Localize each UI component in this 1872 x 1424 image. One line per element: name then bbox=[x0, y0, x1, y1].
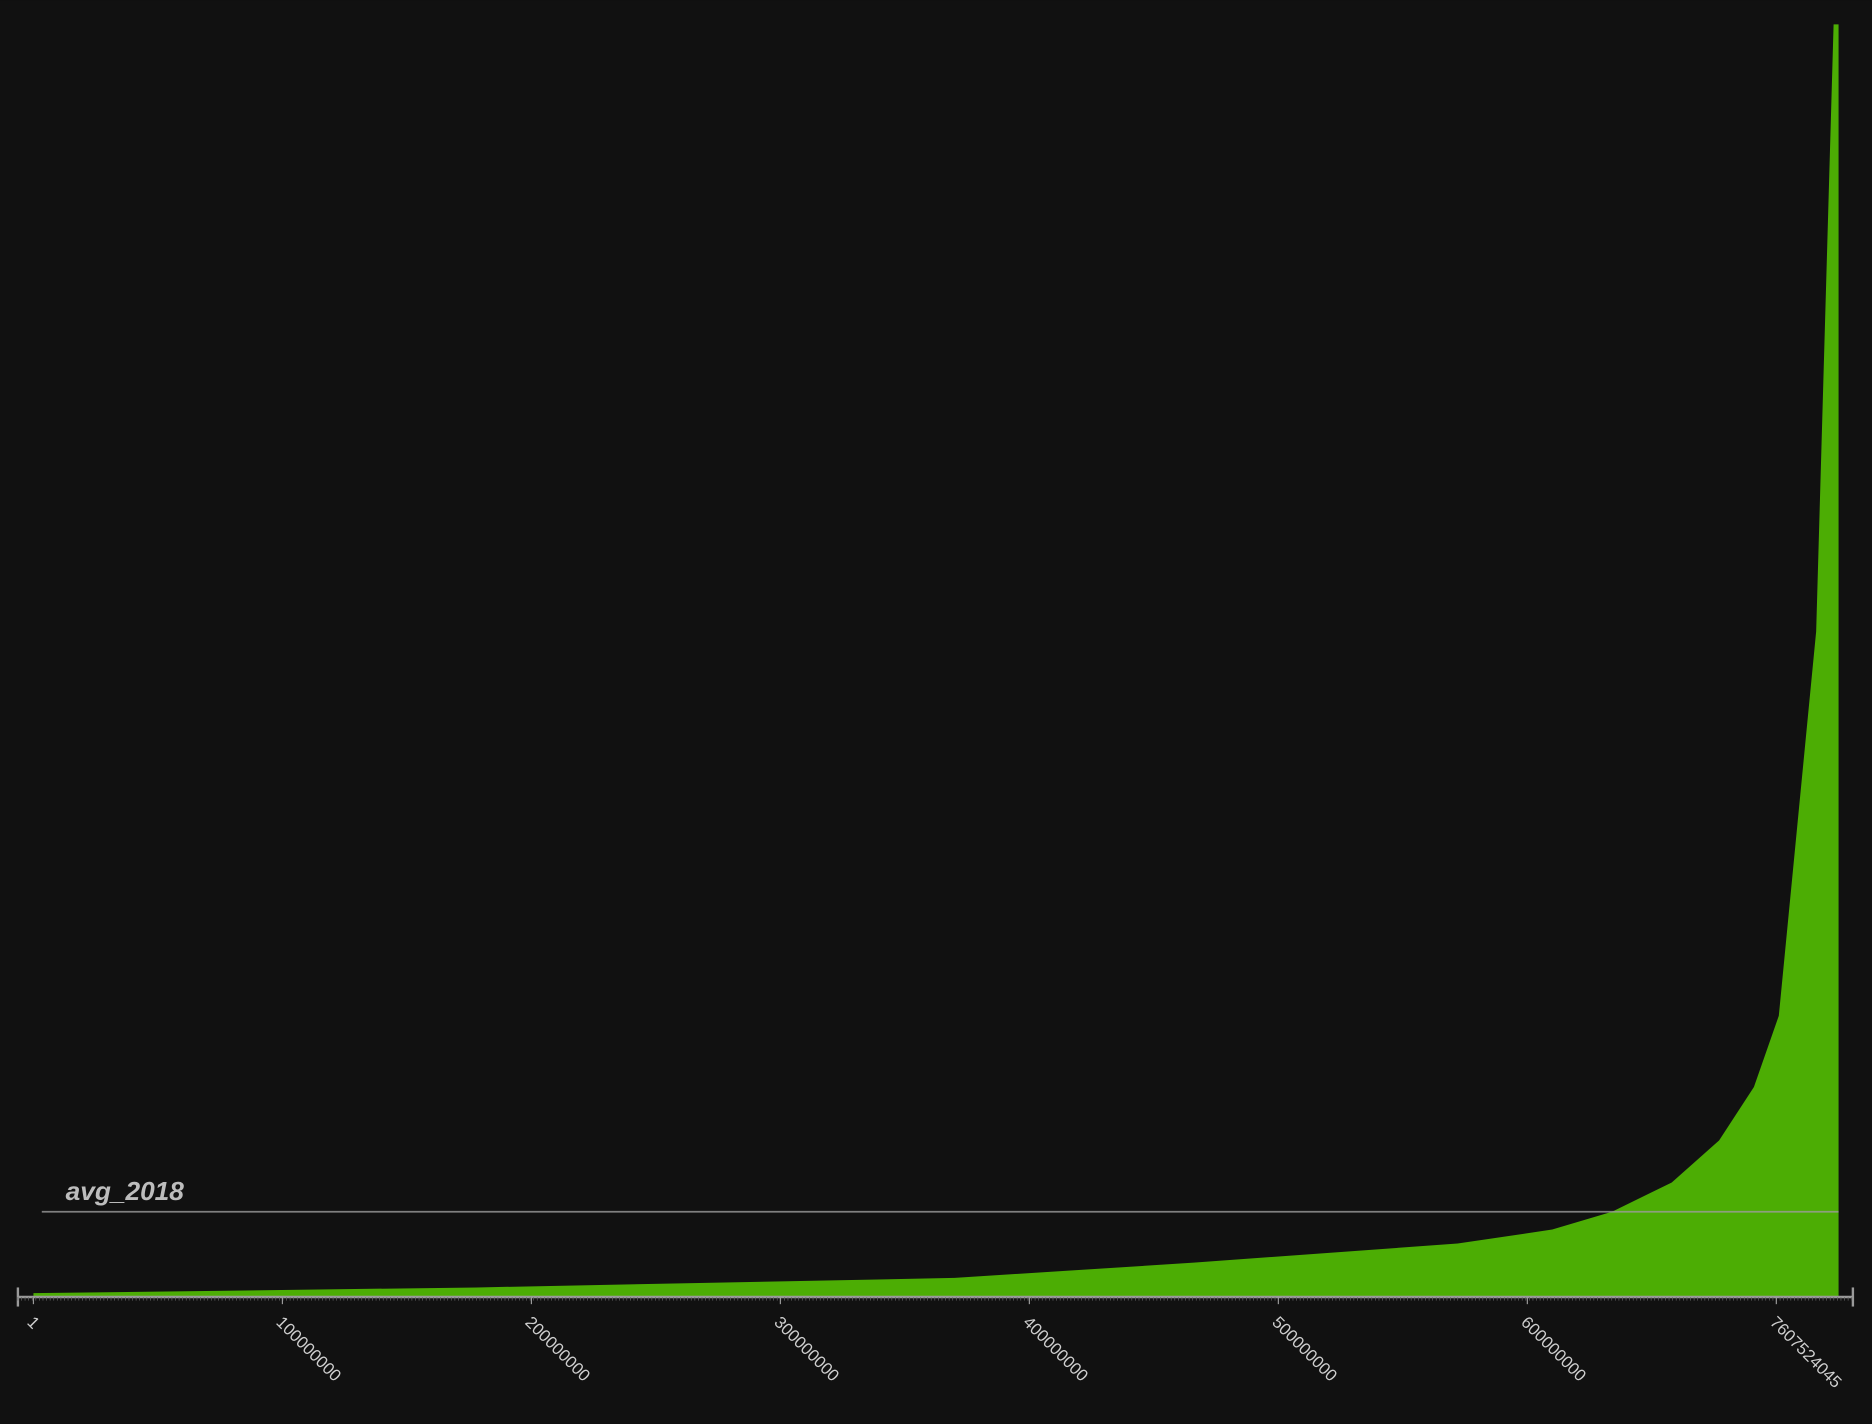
reference-label: avg_2018 bbox=[66, 1176, 185, 1206]
